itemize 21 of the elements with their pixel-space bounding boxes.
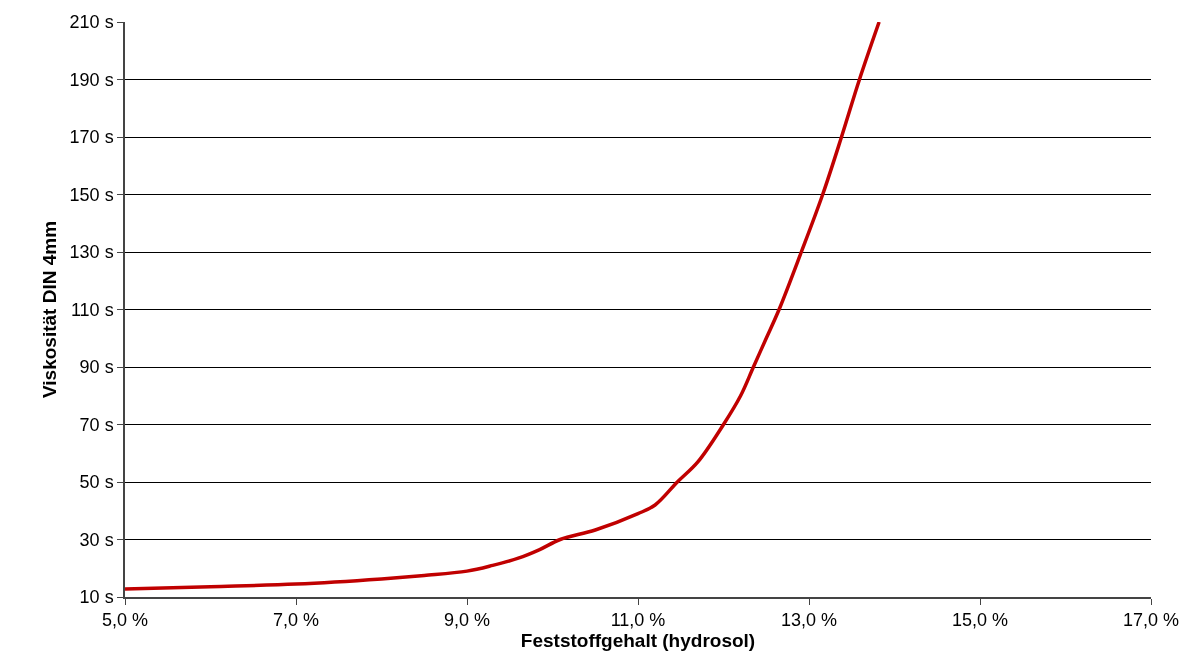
x-tick-label: 13,0 %: [780, 610, 838, 631]
x-tick-label: 5,0 %: [101, 610, 149, 631]
y-tick-label: 70 s: [79, 414, 114, 435]
x-tick-label: 17,0 %: [1122, 610, 1180, 631]
y-tick-label: 10 s: [79, 587, 114, 608]
y-tick-label: 110 s: [70, 299, 114, 320]
line-series: [125, 22, 881, 591]
y-tick-label: 30 s: [79, 529, 114, 550]
y-tick-label: 210 s: [69, 12, 114, 33]
y-tick-label: 50 s: [79, 472, 114, 493]
y-tick-label: 150 s: [69, 184, 114, 205]
x-tick-label: 9,0 %: [443, 610, 491, 631]
y-axis-title: Viskosität DIN 4mm: [38, 220, 60, 399]
y-tick-label: 170 s: [69, 127, 114, 148]
x-axis-title: Feststoffgehalt (hydrosol): [520, 630, 756, 652]
x-tick-label: 15,0 %: [951, 610, 1009, 631]
x-tick-label: 11,0 %: [610, 610, 666, 631]
x-tick-label: 7,0 %: [272, 610, 320, 631]
y-tick-label: 90 s: [79, 357, 114, 378]
y-tick-label: 130 s: [69, 242, 114, 263]
y-tick-label: 190 s: [69, 69, 114, 90]
